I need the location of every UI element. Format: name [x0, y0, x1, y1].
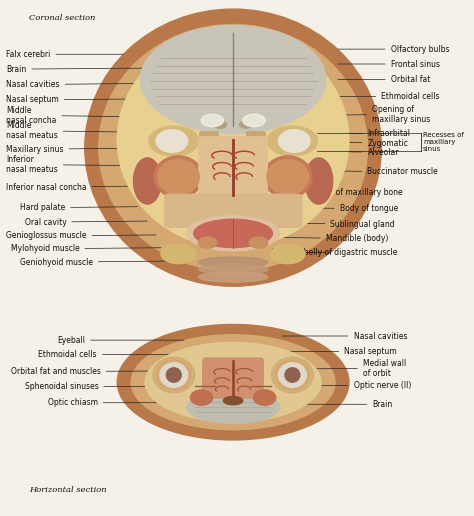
Text: Nasal cavities: Nasal cavities	[282, 331, 407, 341]
Text: Horizontal section: Horizontal section	[29, 486, 107, 494]
Ellipse shape	[279, 130, 310, 152]
Ellipse shape	[145, 343, 321, 422]
Text: Coronal section: Coronal section	[29, 14, 96, 22]
Ellipse shape	[243, 115, 265, 126]
Text: Nasal septum: Nasal septum	[273, 347, 397, 356]
Text: Mylohyoid muscle: Mylohyoid muscle	[10, 244, 161, 253]
Ellipse shape	[267, 126, 318, 156]
Text: Nasal septum: Nasal septum	[6, 95, 137, 104]
Ellipse shape	[149, 126, 199, 156]
Ellipse shape	[117, 325, 349, 440]
Text: Body of tongue: Body of tongue	[292, 204, 398, 213]
Ellipse shape	[285, 368, 300, 382]
Text: Mandible (body): Mandible (body)	[282, 234, 388, 243]
Ellipse shape	[223, 397, 243, 405]
Ellipse shape	[202, 116, 222, 125]
Text: Ethmoidal cells: Ethmoidal cells	[328, 92, 440, 101]
Text: Genioglossus muscle: Genioglossus muscle	[6, 232, 156, 240]
Text: Sphenoidal sinuses: Sphenoidal sinuses	[25, 382, 193, 391]
FancyBboxPatch shape	[244, 364, 261, 393]
Text: Eyeball: Eyeball	[57, 335, 184, 345]
FancyBboxPatch shape	[200, 132, 218, 157]
Ellipse shape	[160, 363, 188, 388]
Ellipse shape	[275, 360, 310, 391]
Text: Alveolar process of maxillary bone: Alveolar process of maxillary bone	[270, 188, 403, 197]
Ellipse shape	[194, 219, 273, 248]
Ellipse shape	[99, 24, 367, 271]
Text: Orbital fat and muscles: Orbital fat and muscles	[10, 367, 184, 376]
Ellipse shape	[254, 390, 276, 405]
FancyBboxPatch shape	[246, 132, 265, 157]
Text: Hard palate: Hard palate	[20, 203, 137, 212]
Text: Brain: Brain	[6, 64, 142, 74]
Ellipse shape	[131, 335, 335, 430]
Ellipse shape	[140, 25, 326, 133]
Ellipse shape	[156, 130, 188, 152]
Ellipse shape	[85, 9, 382, 286]
Text: Ethmoidal cells: Ethmoidal cells	[38, 350, 184, 359]
Text: Maxillary sinus: Maxillary sinus	[6, 144, 137, 154]
Text: Oral cavity: Oral cavity	[25, 218, 147, 227]
Ellipse shape	[198, 272, 268, 282]
Ellipse shape	[187, 216, 280, 251]
Ellipse shape	[166, 368, 181, 382]
Text: Recesses of
maxillary
sinus: Recesses of maxillary sinus	[423, 132, 464, 152]
Ellipse shape	[134, 158, 161, 204]
FancyBboxPatch shape	[199, 137, 267, 199]
Ellipse shape	[305, 158, 333, 204]
Text: Falx cerebri: Falx cerebri	[6, 50, 124, 59]
Text: Inferior nasal concha: Inferior nasal concha	[6, 183, 128, 191]
Text: Alveolar: Alveolar	[315, 148, 399, 157]
Ellipse shape	[154, 156, 203, 198]
Text: Zygomatic: Zygomatic	[315, 138, 409, 148]
Ellipse shape	[198, 264, 268, 275]
Ellipse shape	[270, 244, 305, 264]
Text: Sublingual gland: Sublingual gland	[282, 220, 395, 229]
Ellipse shape	[153, 357, 195, 393]
Ellipse shape	[117, 32, 349, 248]
Ellipse shape	[191, 390, 213, 405]
Ellipse shape	[249, 237, 268, 248]
Text: Optic nerve (II): Optic nerve (II)	[296, 381, 411, 390]
Text: Middle
nasal concha: Middle nasal concha	[6, 106, 137, 125]
Text: Inferior
nasal meatus: Inferior nasal meatus	[6, 155, 135, 174]
Ellipse shape	[272, 357, 313, 393]
Text: Nasal cavities: Nasal cavities	[6, 80, 137, 89]
Ellipse shape	[161, 244, 196, 264]
Ellipse shape	[187, 390, 280, 424]
Ellipse shape	[157, 159, 199, 195]
FancyBboxPatch shape	[203, 358, 263, 398]
Ellipse shape	[279, 363, 306, 388]
Ellipse shape	[156, 360, 191, 391]
Ellipse shape	[239, 121, 253, 128]
Ellipse shape	[198, 257, 268, 267]
Ellipse shape	[201, 115, 223, 126]
Text: Frontal sinus: Frontal sinus	[338, 59, 440, 69]
Text: Orbital fat: Orbital fat	[338, 75, 430, 84]
Text: Olfactory bulbs: Olfactory bulbs	[338, 44, 449, 54]
Ellipse shape	[264, 156, 312, 198]
Ellipse shape	[214, 121, 227, 128]
Text: Medial wall
of orbit: Medial wall of orbit	[305, 359, 406, 378]
Text: Brain: Brain	[287, 400, 392, 409]
Ellipse shape	[198, 237, 217, 248]
Text: Geniohyoid muscle: Geniohyoid muscle	[20, 257, 165, 267]
FancyBboxPatch shape	[164, 195, 301, 227]
Text: Middle
nasal meatus: Middle nasal meatus	[6, 121, 137, 140]
Text: Infraorbital: Infraorbital	[315, 130, 410, 138]
FancyBboxPatch shape	[203, 364, 219, 393]
Ellipse shape	[244, 116, 264, 125]
Text: Optic chiasm: Optic chiasm	[48, 398, 202, 407]
Ellipse shape	[267, 159, 309, 195]
Text: Buccinator muscle: Buccinator muscle	[315, 167, 438, 176]
Text: Anterior belly of digastric muscle: Anterior belly of digastric muscle	[270, 248, 398, 257]
Text: Opening of
maxillary sinus: Opening of maxillary sinus	[319, 105, 430, 124]
